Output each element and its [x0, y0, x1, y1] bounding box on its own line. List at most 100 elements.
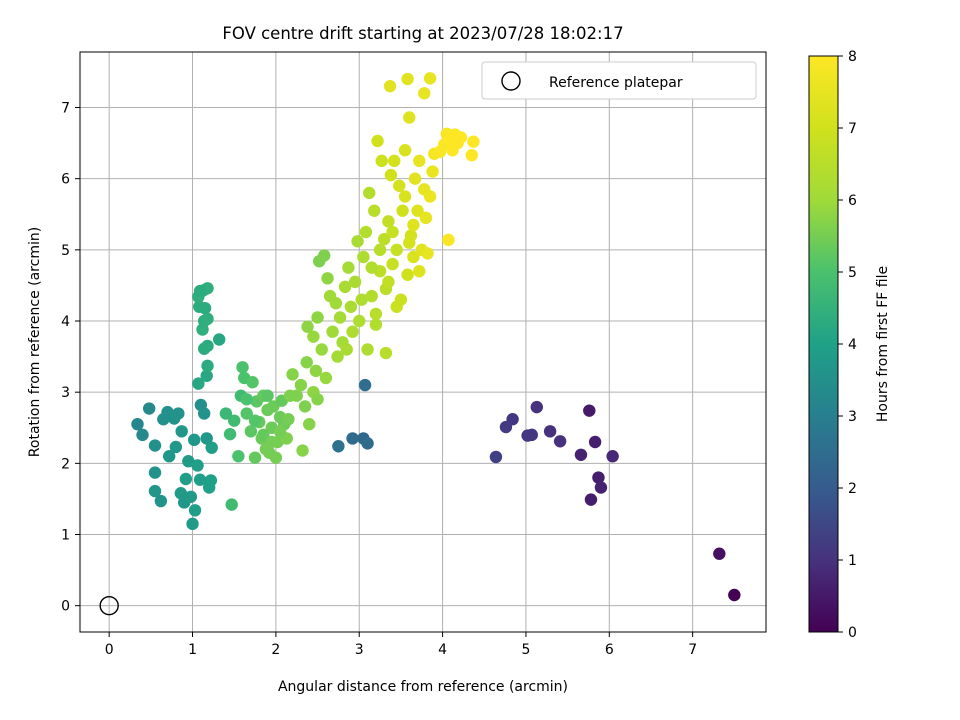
scatter-point [369, 318, 383, 331]
scatter-point [236, 361, 249, 374]
scatter-point [390, 300, 403, 313]
scatter-point [344, 300, 358, 313]
scatter-point [331, 350, 344, 363]
chart-title: FOV centre drift starting at 2023/07/28 … [222, 24, 623, 43]
scatter-point [530, 400, 543, 414]
scatter-point [365, 289, 378, 303]
scatter-point [193, 473, 207, 486]
scatter-point [198, 301, 212, 315]
scatter-point [419, 211, 433, 225]
colorbar-tick-label: 6 [848, 193, 857, 209]
scatter-point [584, 493, 598, 506]
scatter-point [201, 359, 214, 373]
scatter-point [489, 450, 503, 464]
scatter-point [303, 417, 316, 431]
scatter-point [333, 311, 347, 324]
points-layer [131, 72, 741, 602]
plot-frame [79, 51, 767, 633]
scatter-point [407, 250, 420, 264]
scatter-point [378, 232, 391, 246]
y-tick-label: 6 [61, 172, 70, 188]
scatter-point [588, 435, 602, 449]
scatter-point [408, 172, 422, 185]
scatter-point [148, 466, 162, 479]
scatter-point [269, 451, 283, 464]
grid [80, 52, 766, 632]
scatter-point [371, 134, 384, 148]
y-axis-label: Rotation from reference (arcmin) [27, 227, 43, 457]
scatter-point [201, 312, 214, 326]
scatter-point [273, 425, 287, 438]
scatter-point [148, 439, 162, 452]
scatter-point [388, 154, 401, 168]
scatter-point [201, 339, 214, 353]
scatter-point [290, 389, 303, 402]
x-tick-label: 4 [438, 642, 447, 658]
scatter-point [728, 588, 741, 602]
scatter-point [225, 498, 238, 511]
scatter-point [379, 346, 393, 360]
scatter-point [286, 368, 299, 381]
scatter-point [223, 427, 237, 441]
scatter-point [355, 293, 368, 306]
scatter-point [351, 235, 364, 248]
scatter-point [594, 481, 608, 494]
scatter-point [348, 275, 362, 289]
scatter-point [261, 389, 274, 402]
colorbar-label: Hours from first FF file [875, 266, 891, 422]
x-tick-label: 2 [271, 642, 280, 658]
colorbar-tick-label: 0 [848, 625, 857, 641]
scatter-point [499, 420, 513, 434]
scatter-point [248, 414, 262, 427]
scatter-point [423, 190, 437, 203]
colorbar-tick-label: 2 [848, 481, 857, 497]
scatter-point [373, 243, 387, 257]
scatter-point [346, 432, 359, 445]
scatter-point [162, 450, 176, 463]
scatter-point [583, 404, 596, 417]
scatter-point [200, 432, 213, 445]
scatter-point [465, 148, 478, 162]
colorbar: 0 1 2 3 4 5 6 7 8 Hours from first FF file [808, 49, 891, 641]
scatter-point [426, 165, 439, 178]
y-tick-label: 1 [61, 528, 70, 544]
x-tick-label: 0 [105, 642, 114, 658]
colorbar-tick-label: 7 [848, 121, 857, 137]
scatter-point [240, 393, 253, 406]
scatter-point [346, 325, 359, 338]
scatter-point [413, 264, 426, 278]
scatter-point [398, 144, 412, 157]
scatter-point [192, 377, 205, 390]
scatter-point [184, 490, 198, 503]
scatter-point [407, 218, 420, 232]
scatter-point [315, 343, 328, 356]
scatter-point [321, 272, 334, 285]
scatter-point [592, 471, 605, 484]
colorbar-gradient [808, 55, 839, 633]
scatter-point [411, 204, 424, 217]
scatter-point [338, 280, 352, 294]
x-tick-label: 3 [355, 642, 364, 658]
scatter-point [136, 428, 149, 442]
x-tick-label: 6 [605, 642, 614, 658]
scatter-point [300, 356, 313, 369]
y-tick-label: 5 [61, 243, 70, 259]
scatter-point [423, 72, 437, 85]
scatter-point [521, 429, 534, 442]
scatter-point [359, 225, 373, 239]
scatter-point [390, 243, 403, 257]
scatter-point [148, 484, 162, 498]
scatter-point [197, 407, 211, 420]
y-tick-label: 0 [61, 599, 70, 615]
colorbar-tick-label: 5 [848, 265, 857, 281]
scatter-point [172, 407, 185, 420]
scatter-point [401, 72, 414, 86]
scatter-point [307, 330, 320, 343]
scatter-point [363, 186, 376, 200]
scatter-point [205, 441, 218, 454]
scatter-point [187, 433, 201, 447]
colorbar-tick-label: 3 [848, 409, 857, 425]
scatter-point [131, 417, 144, 431]
scatter-point [386, 257, 399, 271]
